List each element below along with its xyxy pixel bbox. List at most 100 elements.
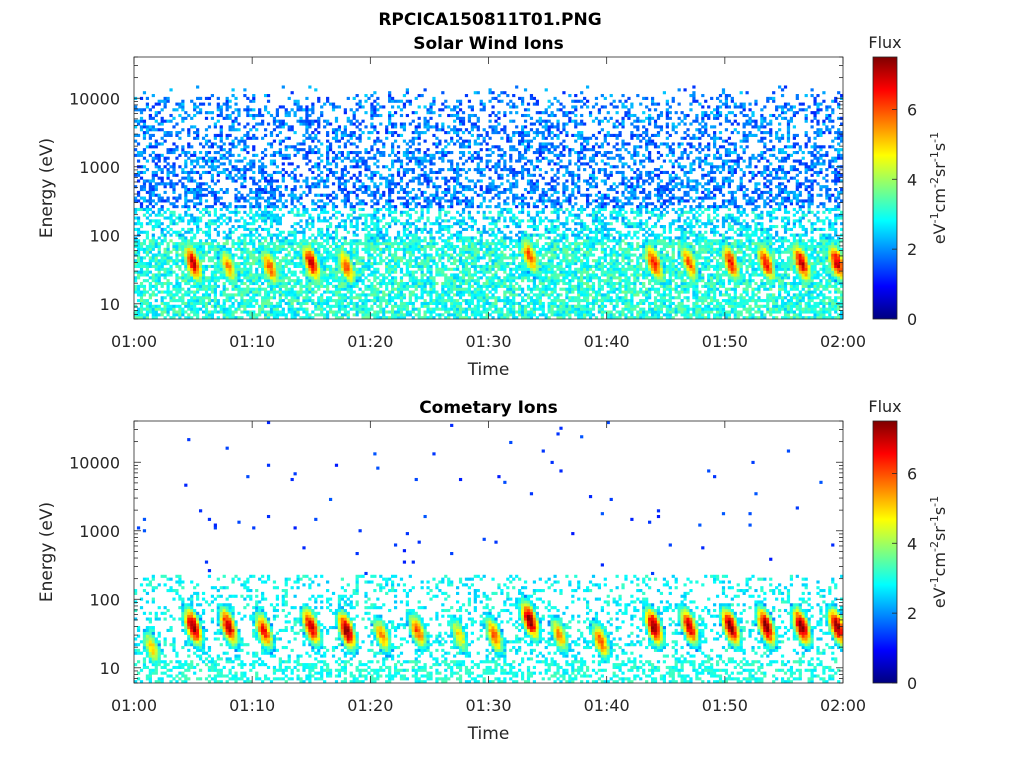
heatmap-cell (532, 307, 537, 311)
heatmap-cell (556, 293, 560, 297)
heatmap-cell (470, 310, 474, 314)
heatmap-cell (798, 299, 802, 303)
heatmap-cell (683, 281, 687, 286)
heatmap-cell (491, 301, 495, 306)
heatmap-cell (293, 239, 297, 243)
heatmap-cell (476, 307, 480, 311)
heatmap-cell (337, 244, 342, 249)
heatmap-cell (388, 250, 392, 254)
heatmap-cell (323, 250, 327, 254)
heatmap-cell (485, 276, 489, 280)
heatmap-cell (650, 307, 655, 311)
heatmap-cell (778, 304, 782, 308)
heatmap-cell (396, 310, 401, 314)
heatmap-cell (467, 262, 472, 266)
heatmap-cell (476, 287, 480, 291)
heatmap-cell (470, 279, 474, 283)
heatmap-cell (819, 244, 823, 249)
heatmap-cell (633, 264, 637, 268)
heatmap-cell (541, 264, 545, 268)
heatmap-cell (358, 270, 362, 274)
heatmap-cell (485, 244, 489, 249)
heatmap-cell (609, 313, 613, 317)
heatmap-cell (686, 284, 690, 288)
heatmap-cell (234, 267, 238, 271)
heatmap-cell (385, 242, 389, 246)
heatmap-cell (775, 270, 779, 274)
heatmap-cell (739, 262, 743, 266)
heatmap-cell (201, 316, 206, 320)
heatmap-cell (509, 262, 513, 266)
heatmap-cell (521, 273, 525, 277)
heatmap-cell (343, 247, 347, 251)
heatmap-cell (742, 301, 746, 306)
heatmap-cell (665, 253, 669, 257)
heatmap-cell (645, 316, 649, 320)
heatmap-cell (683, 250, 687, 254)
heatmap-cell (556, 296, 560, 300)
heatmap-cell (798, 281, 802, 286)
heatmap-cell (444, 244, 448, 249)
heatmap-cell (662, 247, 666, 251)
heatmap-cell (420, 262, 424, 266)
heatmap-cell (662, 304, 666, 308)
heatmap-cell (680, 253, 684, 257)
heatmap-cell (234, 276, 238, 280)
heatmap-cell (429, 244, 433, 249)
heatmap-cell (136, 250, 141, 254)
heatmap-cell (509, 287, 513, 291)
heatmap-cell (828, 242, 832, 246)
heatmap-cell (166, 313, 170, 317)
heatmap-cell (444, 239, 448, 243)
heatmap-cell (258, 239, 262, 243)
heatmap-cell (518, 293, 522, 297)
heatmap-cell (798, 250, 802, 254)
heatmap-cell (659, 250, 664, 254)
heatmap-cell (308, 256, 312, 260)
heatmap-cell (538, 259, 542, 263)
heatmap-cell (754, 301, 758, 306)
heatmap-cell (677, 270, 681, 274)
heatmap-cell (299, 253, 303, 257)
heatmap-cell (698, 296, 702, 300)
heatmap-cell (597, 276, 601, 280)
heatmap-cell (228, 279, 232, 283)
heatmap-cell (588, 267, 593, 271)
heatmap-cell (485, 296, 489, 300)
heatmap-cell (228, 316, 232, 320)
heatmap-cell (429, 259, 433, 263)
heatmap-cell (225, 310, 229, 314)
heatmap-cell (523, 270, 528, 274)
heatmap-cell (237, 247, 241, 251)
heatmap-cell (252, 313, 256, 317)
heatmap-cell (151, 247, 155, 251)
heatmap-cell (831, 242, 835, 246)
heatmap-cell (461, 273, 466, 277)
heatmap-cell (178, 264, 182, 268)
heatmap-cell (326, 301, 330, 306)
heatmap-cell (724, 267, 729, 271)
heatmap-cell (733, 244, 737, 249)
heatmap-cell (237, 264, 241, 268)
heatmap-cell (148, 310, 152, 314)
heatmap-cell (618, 247, 622, 251)
heatmap-cell (228, 281, 232, 286)
heatmap-cell (736, 296, 740, 300)
heatmap-cell (648, 242, 652, 246)
heatmap-cell (411, 304, 415, 308)
heatmap-cell (396, 259, 401, 263)
heatmap-cell (411, 276, 415, 280)
heatmap-cell (358, 299, 362, 303)
heatmap-cell (337, 247, 342, 251)
heatmap-cell (266, 267, 271, 271)
heatmap-cell (559, 250, 563, 254)
heatmap-cell (160, 262, 164, 266)
heatmap-cell (792, 256, 796, 260)
heatmap-cell (290, 244, 294, 249)
heatmap-cell (328, 281, 333, 286)
heatmap-cell (181, 293, 185, 297)
heatmap-cell (337, 270, 342, 274)
heatmap-cell (648, 304, 652, 308)
heatmap-cell (269, 259, 274, 263)
heatmap-cell (396, 264, 401, 268)
